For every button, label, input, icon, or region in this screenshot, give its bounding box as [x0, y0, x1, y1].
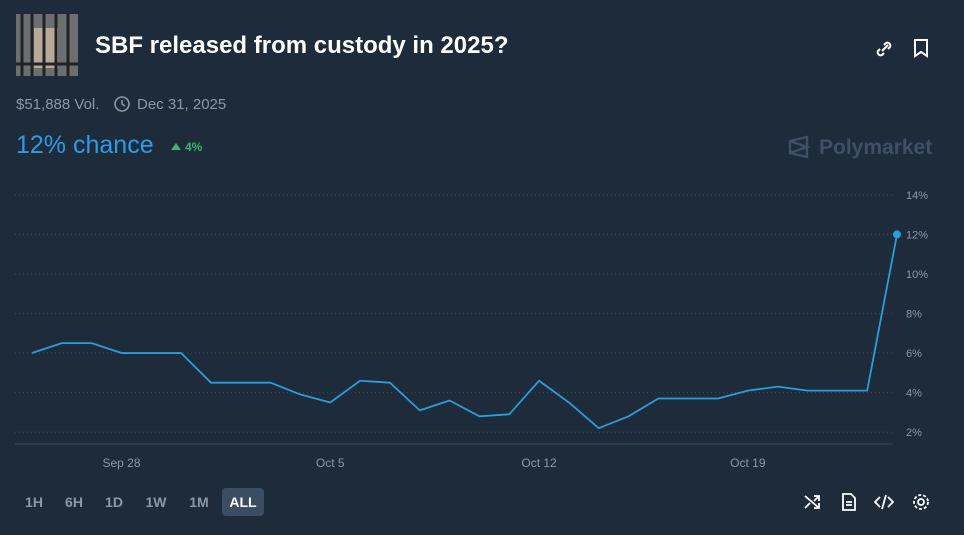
current-point [893, 230, 901, 239]
y-tick-label: 4% [906, 388, 922, 400]
y-tick-label: 6% [906, 348, 922, 360]
volume: $51,888 Vol. [16, 96, 100, 113]
y-tick-label: 10% [906, 269, 928, 281]
up-arrow [171, 143, 181, 150]
y-tick-label: 12% [906, 229, 928, 241]
market-thumbnail [16, 14, 78, 76]
end-date: Dec 31, 2025 [137, 96, 227, 113]
range-button[interactable]: 1H [25, 494, 43, 510]
range-button[interactable]: 1W [145, 494, 167, 510]
range-button[interactable]: 1D [105, 494, 123, 510]
y-tick-label: 8% [906, 309, 922, 321]
range-button[interactable]: 1M [189, 494, 209, 510]
x-tick-label: Sep 28 [102, 456, 140, 470]
change: 4% [185, 140, 203, 154]
y-tick-label: 2% [906, 427, 922, 439]
chart-tools[interactable] [800, 490, 940, 514]
price-line [31, 234, 898, 430]
range-button[interactable]: 6H [65, 494, 83, 510]
x-tick-label: Oct 5 [316, 456, 345, 470]
y-tick-label: 14% [906, 190, 928, 202]
x-tick-label: Oct 19 [730, 456, 766, 470]
market-title: SBF released from custody in 2025? [95, 32, 509, 59]
header-icons[interactable] [874, 37, 934, 59]
brand: Polymarket [819, 136, 933, 159]
chance: 12% chance [16, 131, 154, 159]
clock-icon [114, 96, 130, 112]
brand-logo [788, 135, 811, 159]
x-tick-label: Oct 12 [521, 456, 557, 470]
chart: 2% 4% 6% 8% 10% 12% 14% Sep 28 Oct 5 Oct 12 Oct 19 [15, 190, 928, 470]
range-button[interactable]: ALL [222, 488, 264, 516]
